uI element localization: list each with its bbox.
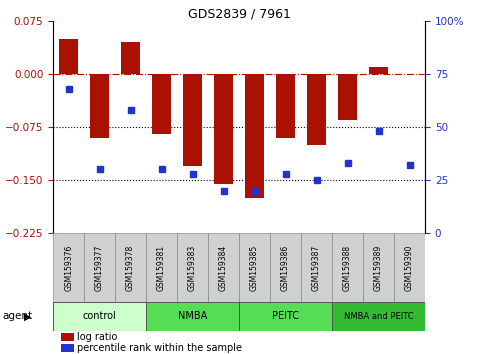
Text: log ratio: log ratio bbox=[77, 332, 118, 342]
Bar bbox=[307, 74, 326, 145]
Bar bbox=[239, 233, 270, 302]
Bar bbox=[363, 233, 394, 302]
Bar bbox=[184, 74, 202, 166]
Text: agent: agent bbox=[2, 312, 32, 321]
Text: NMBA and PEITC: NMBA and PEITC bbox=[344, 312, 413, 321]
Text: GSM159384: GSM159384 bbox=[219, 244, 228, 291]
Bar bbox=[301, 233, 332, 302]
Text: GSM159390: GSM159390 bbox=[405, 244, 414, 291]
Bar bbox=[121, 42, 140, 74]
Bar bbox=[60, 333, 73, 341]
Bar bbox=[369, 67, 388, 74]
Text: GSM159387: GSM159387 bbox=[312, 244, 321, 291]
Bar bbox=[59, 39, 78, 74]
Text: GSM159386: GSM159386 bbox=[281, 244, 290, 291]
Text: GSM159377: GSM159377 bbox=[95, 244, 104, 291]
Bar bbox=[332, 302, 425, 331]
Bar bbox=[177, 233, 208, 302]
Text: GSM159381: GSM159381 bbox=[157, 244, 166, 291]
Bar bbox=[152, 74, 171, 134]
Bar bbox=[276, 74, 295, 138]
Text: GSM159385: GSM159385 bbox=[250, 244, 259, 291]
Bar bbox=[332, 233, 363, 302]
Bar bbox=[394, 233, 425, 302]
Bar bbox=[60, 344, 73, 352]
Bar bbox=[239, 302, 332, 331]
Text: GSM159376: GSM159376 bbox=[64, 244, 73, 291]
Bar bbox=[84, 233, 115, 302]
Bar bbox=[146, 302, 239, 331]
Bar bbox=[90, 74, 109, 138]
Text: GSM159389: GSM159389 bbox=[374, 244, 383, 291]
Bar bbox=[338, 74, 357, 120]
Bar bbox=[115, 233, 146, 302]
Text: GSM159388: GSM159388 bbox=[343, 244, 352, 291]
Bar bbox=[270, 233, 301, 302]
Text: NMBA: NMBA bbox=[178, 312, 207, 321]
Bar bbox=[208, 233, 239, 302]
Bar bbox=[214, 74, 233, 183]
Bar bbox=[146, 233, 177, 302]
Title: GDS2839 / 7961: GDS2839 / 7961 bbox=[188, 7, 290, 20]
Bar bbox=[53, 302, 146, 331]
Text: PEITC: PEITC bbox=[272, 312, 299, 321]
Text: GSM159383: GSM159383 bbox=[188, 244, 197, 291]
Text: control: control bbox=[83, 312, 116, 321]
Text: GSM159378: GSM159378 bbox=[126, 244, 135, 291]
Text: percentile rank within the sample: percentile rank within the sample bbox=[77, 343, 242, 353]
Bar bbox=[245, 74, 264, 198]
Text: ▶: ▶ bbox=[24, 312, 32, 321]
Bar bbox=[53, 233, 84, 302]
